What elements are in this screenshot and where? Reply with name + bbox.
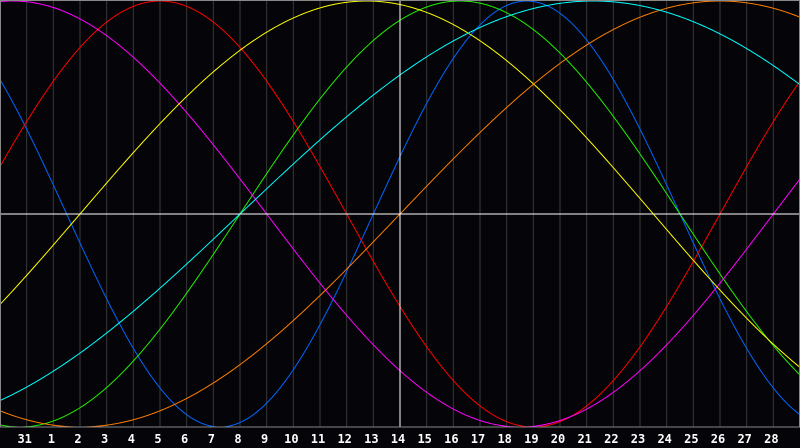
x-tick-label: 23 — [631, 432, 645, 446]
x-tick-label: 9 — [261, 432, 268, 446]
x-tick-label: 28 — [764, 432, 778, 446]
x-tick-label: 21 — [577, 432, 591, 446]
x-tick-label: 31 — [17, 432, 31, 446]
x-tick-label: 17 — [471, 432, 485, 446]
x-tick-label: 4 — [128, 432, 135, 446]
x-tick-label: 3 — [101, 432, 108, 446]
x-tick-label: 1 — [48, 432, 55, 446]
x-tick-label: 25 — [684, 432, 698, 446]
x-tick-label: 24 — [657, 432, 671, 446]
x-tick-label: 22 — [604, 432, 618, 446]
x-tick-label: 26 — [711, 432, 725, 446]
x-tick-label: 13 — [364, 432, 378, 446]
x-tick-label: 6 — [181, 432, 188, 446]
x-tick-label: 14 — [391, 432, 405, 446]
axes — [0, 0, 800, 428]
x-tick-label: 27 — [737, 432, 751, 446]
x-tick-label: 19 — [524, 432, 538, 446]
x-tick-labels: 31 1 2 3 4 5 6 7 8 9 10 11 12 13 14 15 16 17 18 19 20 21 22 23 2… — [17, 432, 778, 446]
x-tick-label: 7 — [208, 432, 215, 446]
x-tick-label: 8 — [234, 432, 241, 446]
x-tick-label: 16 — [444, 432, 458, 446]
x-tick-label: 18 — [497, 432, 511, 446]
x-tick-label: 5 — [154, 432, 161, 446]
x-tick-label: 2 — [74, 432, 81, 446]
x-tick-label: 10 — [284, 432, 298, 446]
x-tick-label: 12 — [337, 432, 351, 446]
x-tick-label: 20 — [551, 432, 565, 446]
x-tick-label: 11 — [311, 432, 325, 446]
x-tick-label: 15 — [417, 432, 431, 446]
